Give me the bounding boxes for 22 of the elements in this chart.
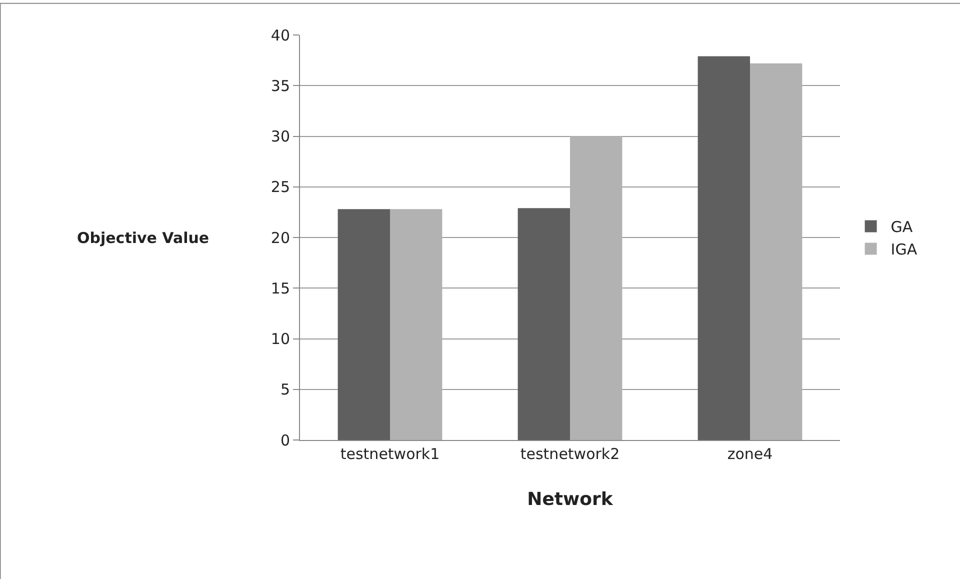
y-tick-label: 25 xyxy=(270,178,290,196)
y-tick-label: 30 xyxy=(270,128,290,146)
y-axis-title: Objective Value xyxy=(77,229,210,247)
x-tick-label: testnetwork2 xyxy=(520,445,620,463)
legend-label: GA xyxy=(890,218,914,236)
bar xyxy=(338,209,390,440)
x-tick-label: zone4 xyxy=(727,445,773,463)
y-tick-label: 35 xyxy=(270,76,290,95)
y-tick-label: 0 xyxy=(280,431,290,450)
y-tick-label: 10 xyxy=(270,330,290,348)
y-tick-label: 20 xyxy=(270,228,290,247)
bar xyxy=(570,136,622,440)
y-tick-label: 40 xyxy=(270,26,290,44)
bar xyxy=(518,208,570,440)
x-axis-title: Network xyxy=(527,489,614,510)
y-tick-label: 15 xyxy=(270,279,290,298)
bar xyxy=(750,63,802,440)
x-tick-label: testnetwork1 xyxy=(340,445,440,463)
legend-label: IGA xyxy=(890,240,918,259)
y-tick-label: 5 xyxy=(280,380,290,399)
bar xyxy=(698,56,750,440)
bar xyxy=(390,209,442,440)
